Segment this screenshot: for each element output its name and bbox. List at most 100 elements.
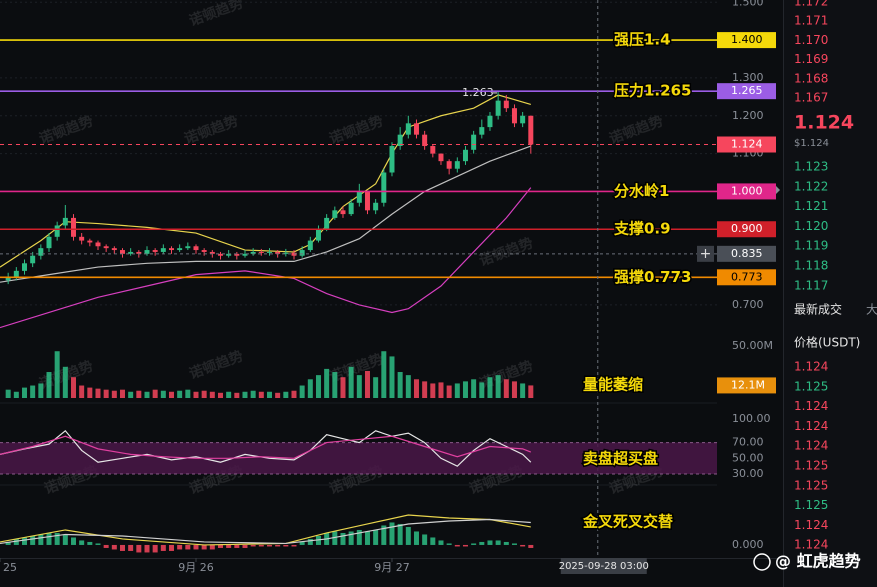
bar: [136, 544, 142, 553]
bar: [446, 385, 452, 398]
crosshair-y-label: 0.835: [731, 247, 763, 260]
bar: [307, 379, 313, 398]
candle-body: [152, 250, 158, 252]
bar: [242, 391, 248, 398]
bar: [471, 543, 477, 545]
candle-body: [291, 252, 297, 256]
bar: [79, 540, 85, 545]
candle-body: [185, 246, 191, 249]
bid-price: 1.118: [794, 259, 828, 273]
bid-price: 1.119: [794, 239, 828, 253]
bar: [234, 544, 240, 548]
bar: [21, 537, 27, 545]
candle-body: [479, 127, 485, 135]
bar: [103, 389, 109, 398]
bar: [299, 541, 305, 545]
candle-body: [70, 217, 76, 237]
bar: [250, 544, 256, 547]
candle-body: [315, 229, 321, 241]
bar: [30, 385, 36, 398]
bar: [30, 535, 36, 545]
ask-price: 1.170: [794, 33, 828, 47]
candle-body: [471, 134, 477, 150]
bar: [217, 544, 223, 548]
bar: [454, 383, 460, 398]
bar: [5, 389, 11, 398]
level-tag: [717, 269, 776, 286]
bar: [275, 544, 281, 547]
bar: [209, 544, 215, 550]
y-tick-label: 50.00: [732, 451, 764, 464]
bar: [422, 534, 428, 545]
bar: [54, 351, 60, 398]
oscillator-line: [0, 435, 532, 459]
trades-title: 最新成交: [794, 302, 842, 317]
add-alert-button: [697, 245, 714, 262]
candle-body: [266, 251, 272, 253]
candle-body: [356, 191, 362, 203]
bar: [397, 372, 403, 398]
candle-body: [283, 252, 289, 254]
ask-price: 1.171: [794, 14, 828, 28]
bar: [511, 381, 517, 398]
bar: [5, 541, 11, 545]
level-tag: [717, 221, 776, 238]
bar: [438, 382, 444, 398]
pane-label: 量能萎缩: [583, 376, 643, 394]
trade-price: 1.125: [794, 498, 828, 512]
bar: [520, 544, 526, 547]
bar: [258, 544, 264, 547]
candle-body: [495, 100, 501, 116]
bar: [495, 375, 501, 398]
bid-price: 1.117: [794, 278, 828, 292]
band-line: [0, 145, 532, 283]
candle-body: [111, 248, 117, 251]
y-tick-label: 1.500: [732, 0, 764, 8]
last-price-usd: $1.124: [794, 138, 829, 149]
trade-price: 1.124: [794, 439, 828, 453]
bar: [185, 544, 191, 550]
bid-price: 1.120: [794, 219, 828, 233]
bar: [242, 544, 248, 548]
y-tick-label: 50.00M: [732, 339, 773, 352]
candle-body: [177, 248, 183, 251]
pane-label: 金叉死叉交替: [582, 513, 674, 531]
pane-label: 卖盘超买盘: [583, 450, 658, 468]
bar: [46, 372, 52, 398]
x-tick-label: 9月 27: [374, 561, 410, 574]
y-tick-label: 30.00: [732, 467, 764, 480]
ask-price: 1.169: [794, 52, 828, 66]
trades-tab[interactable]: 大: [866, 303, 877, 317]
level-label: 支撑0.9: [613, 220, 671, 238]
bar: [95, 388, 101, 398]
bar: [177, 544, 183, 550]
volume-tag: [717, 377, 776, 394]
order-book: 1.172 1.171 1.170 1.169 1.168 1.167 1.124 $1.12…: [794, 0, 877, 552]
y-tick-label: 70.00: [732, 436, 764, 449]
bar: [511, 543, 517, 545]
bar: [438, 540, 444, 545]
bar: [13, 391, 19, 398]
bar: [479, 382, 485, 398]
bar: [275, 392, 281, 398]
ask-price: 1.172: [794, 0, 828, 9]
scale-handle: [776, 186, 780, 194]
bar: [87, 387, 93, 398]
last-price-tag: [717, 136, 776, 153]
level-label: 压力1.265: [614, 82, 691, 100]
candle-body: [79, 236, 85, 241]
trade-price: 1.125: [794, 379, 828, 393]
bar: [201, 390, 207, 398]
level-tag-label: 1.265: [731, 84, 763, 97]
x-tick-label: 9月 26: [178, 561, 214, 574]
bid-price: 1.123: [794, 160, 828, 174]
bar: [283, 391, 289, 398]
candle-body: [144, 250, 150, 254]
candle-body: [136, 251, 142, 254]
bar: [364, 531, 370, 545]
bar: [250, 390, 256, 398]
bar: [168, 391, 174, 398]
candle-body: [454, 161, 460, 169]
candle-body: [430, 146, 436, 154]
